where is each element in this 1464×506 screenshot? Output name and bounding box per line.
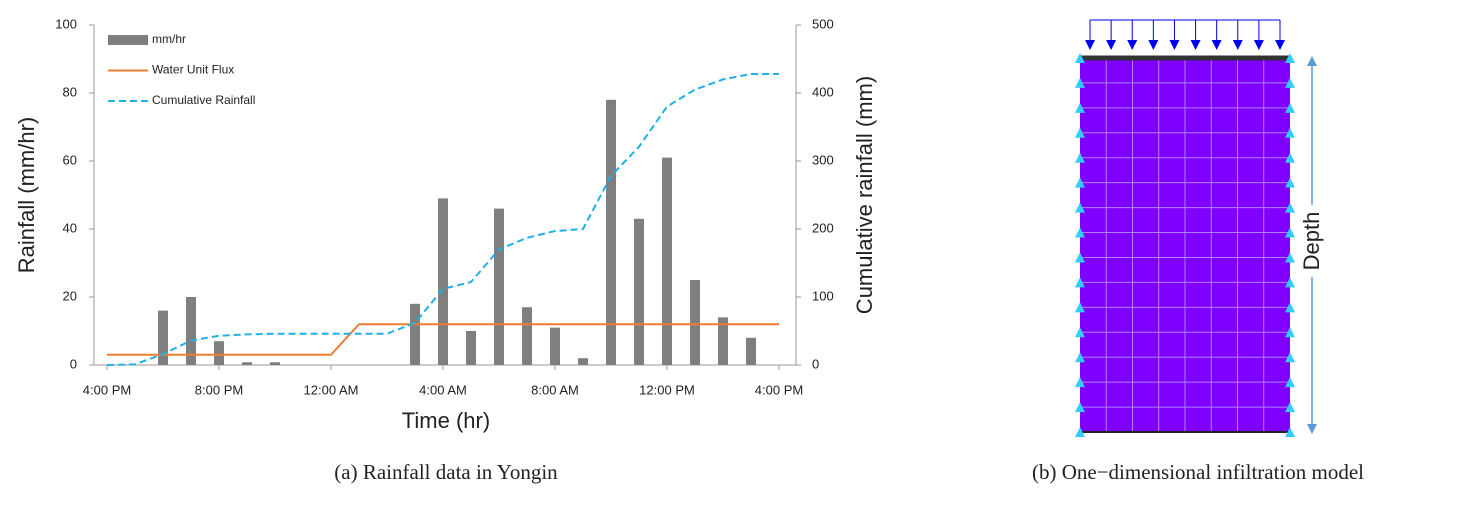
load-arrowhead bbox=[1253, 40, 1264, 50]
load-arrowhead bbox=[1106, 40, 1117, 50]
line bbox=[107, 323, 779, 356]
bar bbox=[550, 327, 560, 365]
roller bbox=[1285, 327, 1295, 338]
legend-swatch bbox=[108, 35, 148, 45]
roller bbox=[1285, 302, 1295, 313]
roller bbox=[1075, 252, 1085, 263]
bar bbox=[494, 208, 504, 365]
bar bbox=[438, 198, 448, 365]
bar bbox=[466, 331, 476, 365]
bar bbox=[158, 310, 168, 365]
y2-tick-label: 500 bbox=[812, 16, 834, 31]
x-tick-label: 4:00 PM bbox=[83, 382, 131, 397]
load-arrowhead bbox=[1085, 40, 1095, 50]
y2-tick-label: 300 bbox=[812, 152, 834, 167]
load-arrowhead bbox=[1190, 40, 1201, 50]
roller bbox=[1075, 427, 1085, 437]
legend-label: mm/hr bbox=[152, 32, 186, 46]
roller bbox=[1075, 53, 1085, 63]
roller bbox=[1285, 427, 1295, 437]
roller bbox=[1075, 277, 1085, 288]
y-tick-label: 40 bbox=[63, 220, 77, 235]
roller bbox=[1075, 227, 1085, 238]
bar bbox=[634, 218, 644, 365]
roller bbox=[1285, 102, 1295, 113]
y-tick-label: 100 bbox=[55, 16, 77, 31]
legend-label: Cumulative Rainfall bbox=[152, 93, 255, 107]
x-tick-label: 8:00 PM bbox=[195, 382, 243, 397]
depth-arrowhead bbox=[1307, 424, 1317, 434]
bar bbox=[690, 280, 700, 365]
roller bbox=[1285, 377, 1295, 388]
y-axis-title: Rainfall (mm/hr) bbox=[14, 117, 39, 273]
y-tick-label: 0 bbox=[70, 356, 77, 371]
bar bbox=[242, 362, 252, 365]
bar bbox=[746, 337, 756, 365]
roller bbox=[1285, 152, 1295, 163]
roller bbox=[1285, 202, 1295, 213]
x-axis-title: Time (hr) bbox=[402, 408, 490, 433]
roller bbox=[1075, 77, 1085, 88]
bar bbox=[578, 358, 588, 365]
mesh-model: Depth bbox=[1075, 19, 1324, 437]
label-bg bbox=[1302, 205, 1322, 277]
roller bbox=[1075, 177, 1085, 188]
y2-tick-label: 0 bbox=[812, 356, 819, 371]
bar bbox=[718, 317, 728, 365]
load-arrowhead bbox=[1275, 40, 1285, 50]
load-arrowhead bbox=[1232, 40, 1243, 50]
depth-arrowhead bbox=[1307, 56, 1317, 66]
roller bbox=[1075, 102, 1085, 113]
bar bbox=[662, 157, 672, 365]
roller bbox=[1285, 402, 1295, 413]
roller bbox=[1285, 53, 1295, 63]
y2-tick-label: 200 bbox=[812, 220, 834, 235]
x-tick-label: 4:00 AM bbox=[419, 382, 467, 397]
x-tick-label: 8:00 AM bbox=[531, 382, 579, 397]
bar bbox=[186, 297, 196, 365]
y-tick-label: 60 bbox=[63, 152, 77, 167]
roller bbox=[1075, 402, 1085, 413]
y2-axis-title: Cumulative rainfall (mm) bbox=[852, 76, 877, 314]
x-tick-label: 4:00 PM bbox=[755, 382, 803, 397]
roller bbox=[1075, 202, 1085, 213]
bar bbox=[270, 362, 280, 365]
load-arrowhead bbox=[1148, 40, 1159, 50]
roller bbox=[1075, 327, 1085, 338]
roller bbox=[1285, 352, 1295, 363]
load-arrowhead bbox=[1127, 40, 1138, 50]
y-tick-label: 20 bbox=[63, 288, 77, 303]
y2-tick-label: 400 bbox=[812, 84, 834, 99]
roller bbox=[1075, 352, 1085, 363]
roller bbox=[1075, 152, 1085, 163]
caption: (a) Rainfall data in Yongin bbox=[334, 460, 558, 484]
load-arrowhead bbox=[1169, 40, 1180, 50]
bar bbox=[410, 303, 420, 365]
y2-tick-label: 100 bbox=[812, 288, 834, 303]
legend-label: Water Unit Flux bbox=[152, 63, 234, 77]
bar bbox=[606, 99, 616, 366]
x-tick-label: 12:00 PM bbox=[639, 382, 695, 397]
roller bbox=[1285, 77, 1295, 88]
x-tick-label: 12:00 AM bbox=[304, 382, 359, 397]
roller bbox=[1285, 127, 1295, 138]
roller bbox=[1075, 127, 1085, 138]
bar bbox=[522, 307, 532, 365]
caption: (b) One−dimensional infiltration model bbox=[1032, 460, 1364, 484]
bar bbox=[214, 341, 224, 365]
roller bbox=[1285, 252, 1295, 263]
roller bbox=[1285, 227, 1295, 238]
roller bbox=[1285, 277, 1295, 288]
depth-label: Depth bbox=[1299, 212, 1324, 271]
y-tick-label: 80 bbox=[63, 84, 77, 99]
roller bbox=[1075, 377, 1085, 388]
roller bbox=[1075, 302, 1085, 313]
load-arrowhead bbox=[1211, 40, 1222, 50]
roller bbox=[1285, 177, 1295, 188]
